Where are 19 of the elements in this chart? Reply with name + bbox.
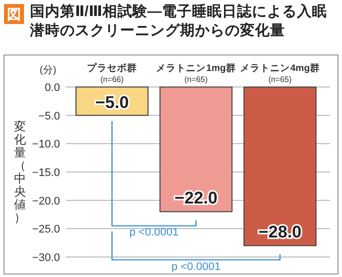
x-tick-label: メラトニン4mg群 (n=65) (240, 62, 320, 84)
data-label: −28.0 (258, 222, 302, 242)
text: p <0.0001 (171, 261, 221, 274)
x-tick-label: メラトニン1mg群 (n=65) (156, 62, 236, 84)
y-tick-label: −10.0 (32, 138, 60, 151)
y-tick-label: 0.0 (44, 82, 60, 94)
y-tick-label: −20.0 (32, 195, 60, 208)
data-label: −5.0 (95, 93, 129, 112)
y-axis-title: 変化量（中央値） (14, 120, 26, 224)
x-tick-label: プラセボ群 (n=66) (87, 62, 137, 84)
text: (分) (40, 64, 56, 76)
text: 図 (4, 4, 24, 24)
annotation: p <0.0001 (129, 226, 179, 238)
data-label: −22.0 (174, 188, 218, 208)
y-tick-label: −15.0 (32, 167, 60, 179)
y-tick-label: −25.0 (32, 224, 60, 236)
chart-title: 国内第Ⅱ/Ⅲ相試験—電子睡眠日誌による入眠潜時のスクリーニング期からの変化量 (30, 3, 328, 41)
y-tick-label: −30.0 (32, 252, 60, 264)
y-tick-label: −5.0 (38, 110, 60, 122)
